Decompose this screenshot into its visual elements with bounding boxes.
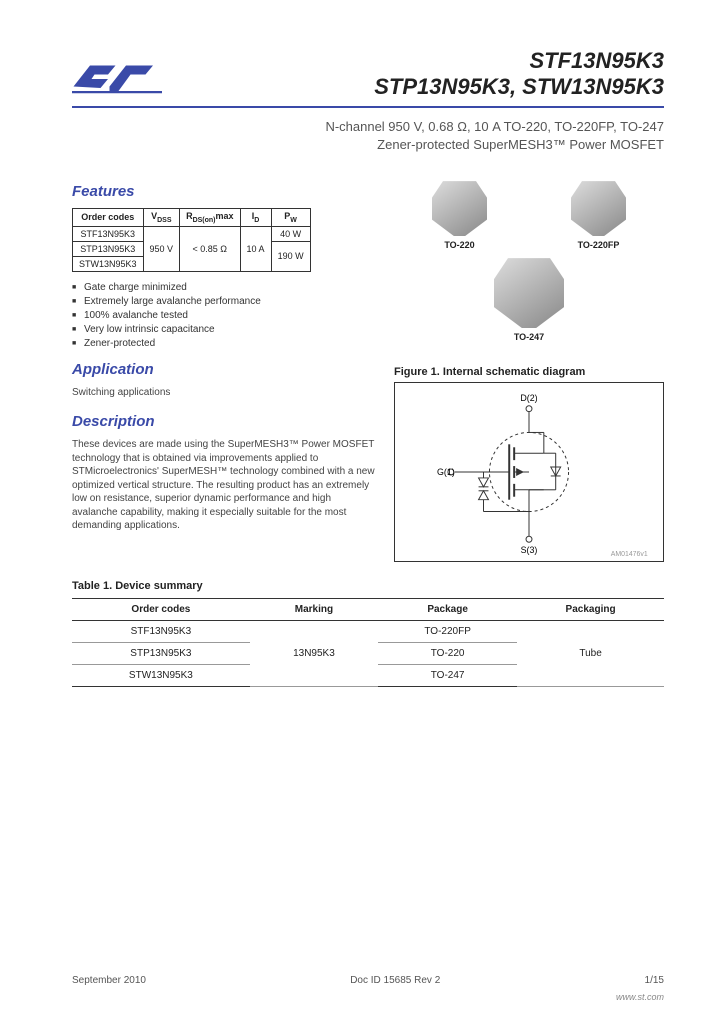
st-logo (72, 61, 192, 100)
features-heading: Features (72, 183, 378, 200)
dt-c: TO-220FP (378, 621, 517, 643)
pkg-label: TO-220 (432, 240, 487, 250)
dt-c: 13N95K3 (250, 621, 378, 687)
dt-c: TO-220 (378, 643, 517, 665)
feature-item: 100% avalanche tested (72, 310, 378, 321)
ft-h1: VDSS (143, 209, 180, 227)
dt-h: Package (378, 599, 517, 621)
ft-c: 950 V (143, 226, 180, 271)
ft-c: < 0.85 Ω (180, 226, 240, 271)
features-list: Gate charge minimized Extremely large av… (72, 282, 378, 349)
feature-item: Zener-protected (72, 338, 378, 349)
part-number-1: STF13N95K3 (374, 48, 664, 74)
footer-url: www.st.com (616, 992, 664, 1002)
feature-item: Gate charge minimized (72, 282, 378, 293)
ft-h0: Order codes (73, 209, 144, 227)
pkg-label: TO-247 (394, 332, 664, 342)
ft-c: 10 A (240, 226, 271, 271)
package-images: TO-220 TO-220FP TO-247 (394, 177, 664, 362)
table1-title: Table 1. Device summary (72, 580, 664, 592)
dt-c: STF13N95K3 (72, 621, 250, 643)
footer-page: 1/15 (645, 975, 664, 986)
ft-c: STF13N95K3 (73, 226, 144, 241)
package-icon (571, 181, 626, 236)
ft-c: STP13N95K3 (73, 241, 144, 256)
ft-c: 190 W (271, 241, 310, 271)
description-heading: Description (72, 413, 378, 430)
ft-c: 40 W (271, 226, 310, 241)
schematic-ref: AM01476v1 (611, 551, 648, 558)
package-icon (432, 181, 487, 236)
ft-h3: ID (240, 209, 271, 227)
datasheet-page: STF13N95K3 STP13N95K3, STW13N95K3 N-chan… (0, 0, 720, 1012)
schematic-diagram: D(2) (394, 382, 664, 562)
application-text: Switching applications (72, 386, 378, 400)
subtitle: N-channel 950 V, 0.68 Ω, 10 A TO-220, TO… (72, 118, 664, 153)
device-summary-table: Order codes Marking Package Packaging ST… (72, 598, 664, 687)
footer-docid: Doc ID 15685 Rev 2 (350, 975, 440, 986)
dt-h: Packaging (517, 599, 664, 621)
dt-c: TO-247 (378, 665, 517, 687)
right-column: TO-220 TO-220FP TO-247 Figure 1. Interna… (394, 177, 664, 562)
pkg-to247: TO-247 (394, 258, 664, 342)
footer-date: September 2010 (72, 975, 146, 986)
dt-h: Marking (250, 599, 378, 621)
description-text: These devices are made using the SuperME… (72, 438, 378, 533)
part-number-2: STP13N95K3, STW13N95K3 (374, 74, 664, 100)
title-block: STF13N95K3 STP13N95K3, STW13N95K3 (374, 48, 664, 100)
figure1-title: Figure 1. Internal schematic diagram (394, 366, 664, 378)
pkg-label: TO-220FP (571, 240, 626, 250)
dt-c: Tube (517, 621, 664, 687)
pkg-to220fp: TO-220FP (571, 181, 626, 250)
page-footer: September 2010 Doc ID 15685 Rev 2 1/15 (72, 975, 664, 986)
dt-c: STW13N95K3 (72, 665, 250, 687)
feature-item: Very low intrinsic capacitance (72, 324, 378, 335)
svg-text:G(1): G(1) (437, 467, 455, 477)
ft-h2: RDS(on)max (180, 209, 240, 227)
left-column: Features Order codes VDSS RDS(on)max ID … (72, 177, 378, 562)
package-icon (494, 258, 564, 328)
pkg-to220: TO-220 (432, 181, 487, 250)
ft-c: STW13N95K3 (73, 256, 144, 271)
two-column-layout: Features Order codes VDSS RDS(on)max ID … (72, 177, 664, 562)
svg-text:S(3): S(3) (521, 545, 538, 555)
subtitle-line-1: N-channel 950 V, 0.68 Ω, 10 A TO-220, TO… (72, 118, 664, 136)
dt-c: STP13N95K3 (72, 643, 250, 665)
header-bar: STF13N95K3 STP13N95K3, STW13N95K3 (72, 48, 664, 108)
svg-text:D(2): D(2) (520, 393, 537, 403)
features-table: Order codes VDSS RDS(on)max ID PW STF13N… (72, 208, 311, 272)
subtitle-line-2: Zener-protected SuperMESH3™ Power MOSFET (72, 136, 664, 154)
feature-item: Extremely large avalanche performance (72, 296, 378, 307)
ft-h4: PW (271, 209, 310, 227)
application-heading: Application (72, 361, 378, 378)
dt-h: Order codes (72, 599, 250, 621)
